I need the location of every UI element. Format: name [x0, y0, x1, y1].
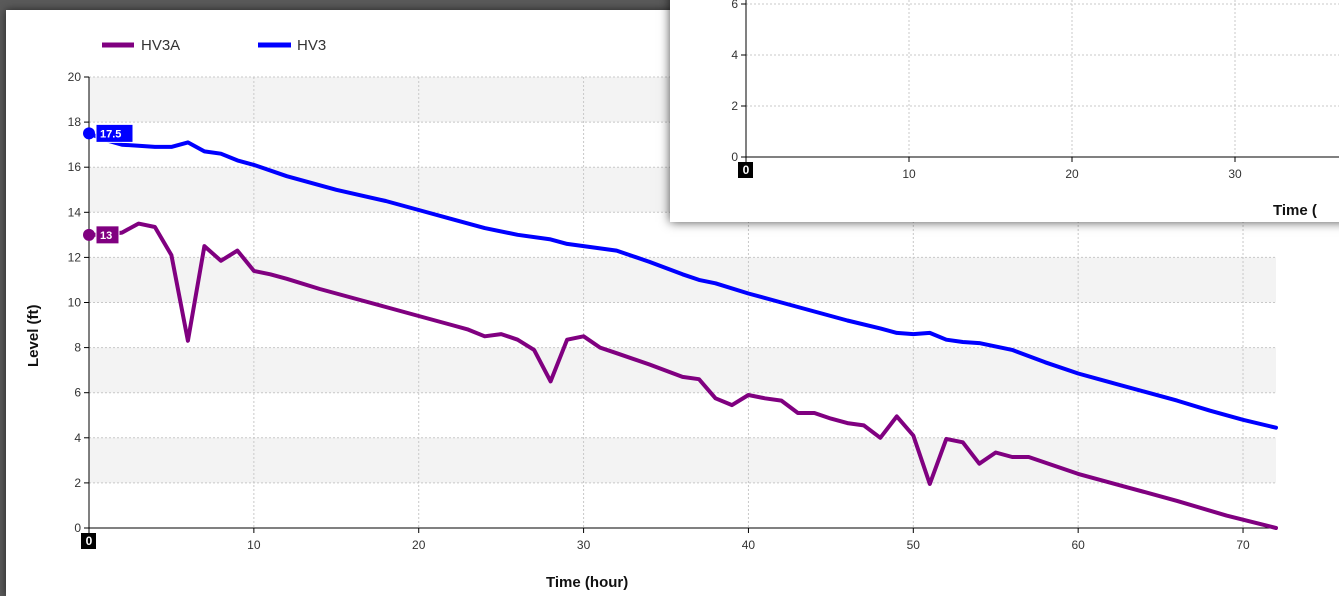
- inset-x-tick-label: 30: [1228, 167, 1242, 181]
- x-tick-origin-box: [81, 533, 96, 549]
- legend: HV3A HV3: [102, 37, 326, 54]
- inset-x-axis-title: Time (: [1273, 202, 1317, 219]
- series-start-marker-hv3[interactable]: [83, 127, 95, 140]
- inset-y-tick-label: 0: [731, 150, 738, 164]
- x-tick-label: 10: [247, 538, 261, 552]
- inset-x-tick-label: 0: [743, 163, 750, 177]
- inset-grid-lines: [746, 0, 1339, 157]
- plot-band: [89, 347, 1276, 393]
- y-tick-label: 18: [68, 115, 82, 129]
- inset-y-tick-label: 2: [731, 99, 738, 113]
- series-line-hv3a[interactable]: [87, 221, 1278, 530]
- y-tick-label: 16: [68, 160, 82, 174]
- y-tick-label: 0: [74, 521, 81, 535]
- legend-label-hv3a[interactable]: HV3A: [141, 37, 180, 54]
- inset-chart: 0 2 4 6 0 10 20 30 Time (: [731, 0, 1339, 219]
- x-tick-label: 60: [1071, 538, 1085, 552]
- series-start-flag-hv3: [95, 123, 134, 143]
- y-tick-label: 12: [68, 250, 82, 264]
- y-tick-label: 14: [68, 205, 82, 219]
- x-tick-label: 40: [742, 538, 756, 552]
- series-start-marker-hv3a[interactable]: [83, 228, 95, 241]
- y-tick-label: 8: [74, 341, 81, 355]
- x-tick-label: 20: [412, 538, 426, 552]
- x-tick-label: 70: [1236, 538, 1250, 552]
- x-tick-label: 30: [577, 538, 591, 552]
- inset-y-tick-label: 4: [731, 48, 738, 62]
- x-tick-label: 50: [907, 538, 921, 552]
- x-axis-title: Time (hour): [546, 574, 628, 591]
- y-tick-label: 20: [68, 70, 82, 84]
- inset-axes: [745, 0, 1339, 158]
- plot-band: [89, 257, 1276, 303]
- y-axis-title: Level (ft): [25, 304, 42, 367]
- series-start-flag-hv3a: [95, 225, 120, 245]
- y-tick-label: 10: [68, 296, 82, 310]
- series-line-hv3[interactable]: [87, 131, 1278, 430]
- y-tick-labels: 0 2 4 6 8 10 12 14 16 18 20: [68, 70, 89, 535]
- series-start-label-hv3: 17.5: [100, 128, 121, 140]
- x-tick-label: 0: [86, 534, 93, 548]
- y-tick-label: 6: [74, 386, 81, 400]
- inset-x-tick-labels: 0 10 20 30: [738, 157, 1242, 181]
- inset-x-tick-label: 20: [1065, 167, 1079, 181]
- inset-x-tick-label: 10: [902, 167, 916, 181]
- y-tick-label: 4: [74, 431, 81, 445]
- x-tick-labels: 0 10 20 30 40 50 60 70: [81, 528, 1250, 552]
- inset-x-tick-origin-box: [738, 162, 753, 178]
- inset-chart-panel: 0 2 4 6 0 10 20 30 Time (: [670, 0, 1339, 222]
- plot-band: [89, 437, 1276, 483]
- series-start-labels: 13 17.5: [83, 123, 134, 245]
- y-tick-label: 2: [74, 476, 81, 490]
- inset-y-tick-label: 6: [731, 0, 738, 11]
- series-start-label-hv3a: 13: [100, 230, 112, 242]
- inset-y-tick-labels: 0 2 4 6: [731, 0, 746, 164]
- legend-label-hv3[interactable]: HV3: [297, 37, 326, 54]
- series-lines: [87, 131, 1278, 530]
